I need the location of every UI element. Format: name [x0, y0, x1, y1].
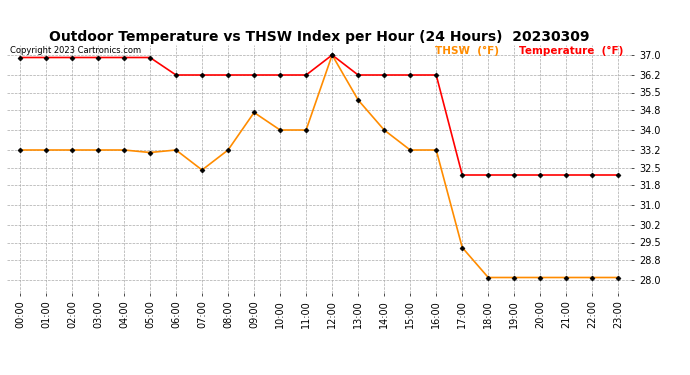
Title: Outdoor Temperature vs THSW Index per Hour (24 Hours)  20230309: Outdoor Temperature vs THSW Index per Ho…	[49, 30, 589, 44]
Text: Copyright 2023 Cartronics.com: Copyright 2023 Cartronics.com	[10, 46, 141, 55]
Text: Temperature  (°F): Temperature (°F)	[519, 46, 623, 56]
Text: THSW  (°F): THSW (°F)	[435, 46, 499, 56]
